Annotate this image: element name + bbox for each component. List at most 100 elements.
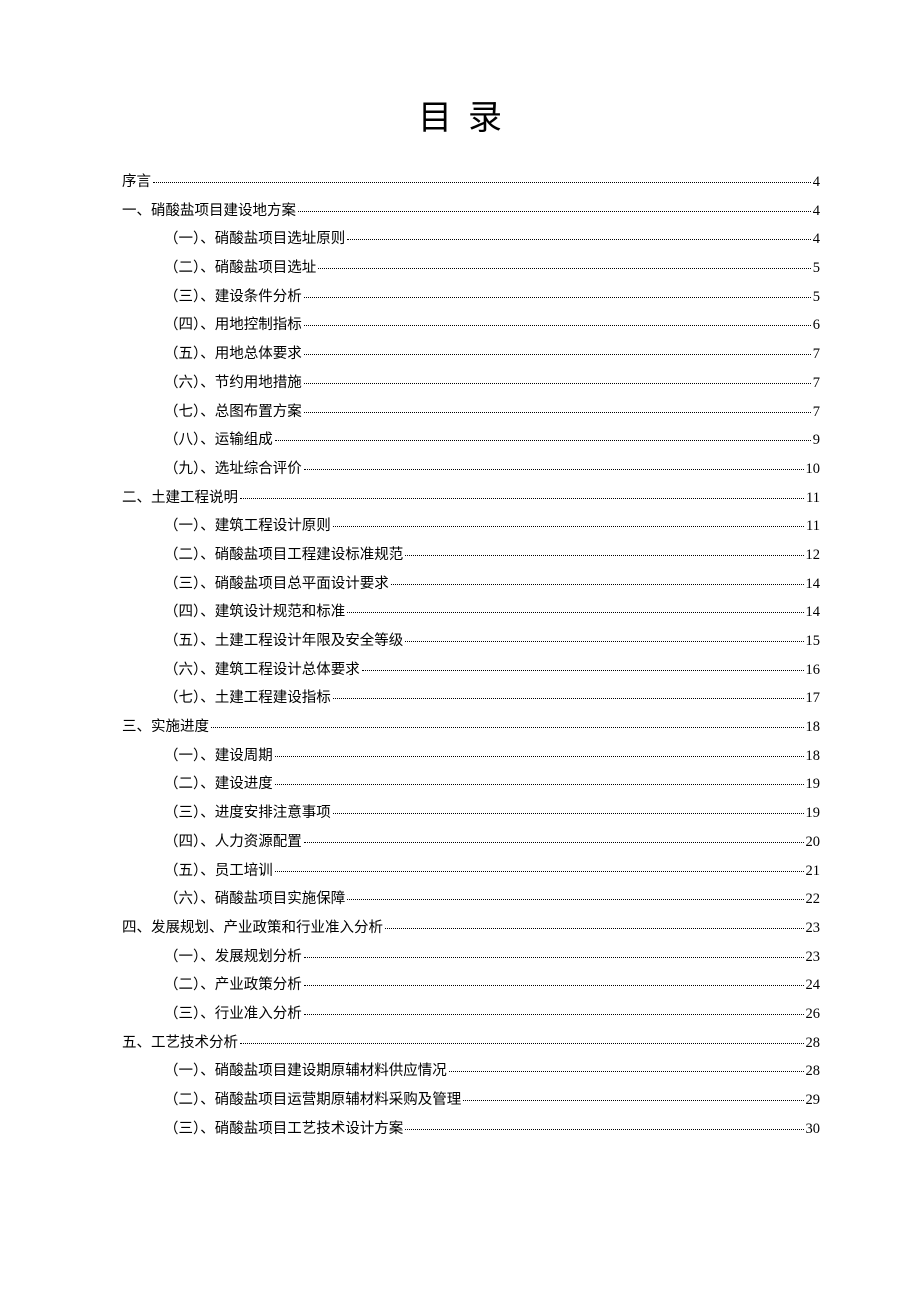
toc-entry: （六）、节约用地措施 7 (100, 376, 820, 391)
toc-entry-page: 19 (806, 806, 821, 821)
toc-leader-dots (304, 985, 804, 986)
toc-entry-page: 6 (813, 318, 820, 333)
toc-entry-page: 11 (806, 491, 820, 506)
toc-entry-page: 5 (813, 290, 820, 305)
toc-entry: （六）、建筑工程设计总体要求 16 (100, 663, 820, 678)
toc-entry-label: （六）、节约用地措施 (164, 376, 302, 391)
toc-entry-page: 19 (806, 777, 821, 792)
toc-leader-dots (391, 584, 804, 585)
toc-leader-dots (405, 1129, 803, 1130)
toc-entry-label: 五、工艺技术分析 (122, 1036, 238, 1051)
toc-leader-dots (304, 383, 811, 384)
toc-entry: （四）、用地控制指标 6 (100, 318, 820, 333)
toc-leader-dots (385, 928, 804, 929)
toc-entry-page: 20 (806, 835, 821, 850)
toc-entry: 四、发展规划、产业政策和行业准入分析23 (100, 921, 820, 936)
toc-entry-page: 22 (806, 892, 821, 907)
toc-entry-page: 7 (813, 376, 820, 391)
toc-entry-label: 一、硝酸盐项目建设地方案 (122, 204, 296, 219)
toc-entry-label: （一）、建筑工程设计原则 (164, 519, 331, 534)
toc-entry: （二）、产业政策分析 24 (100, 978, 820, 993)
toc-entry-page: 15 (806, 634, 821, 649)
toc-entry-page: 11 (806, 519, 820, 534)
toc-entry-label: 四、发展规划、产业政策和行业准入分析 (122, 921, 383, 936)
toc-entry-label: （四）、建筑设计规范和标准 (164, 605, 345, 620)
toc-entry: （一）、建筑工程设计原则 11 (100, 519, 820, 534)
toc-leader-dots (304, 297, 811, 298)
toc-entry-label: （三）、硝酸盐项目工艺技术设计方案 (164, 1122, 403, 1137)
toc-entry-label: （二）、硝酸盐项目运营期原辅材料采购及管理 (164, 1093, 461, 1108)
toc-entry: （一）、硝酸盐项目选址原则4 (100, 232, 820, 247)
toc-leader-dots (347, 239, 811, 240)
toc-leader-dots (240, 498, 804, 499)
toc-entry-page: 16 (806, 663, 821, 678)
toc-entry-label: （三）、进度安排注意事项 (164, 806, 331, 821)
toc-entry: （九）、选址综合评价 10 (100, 462, 820, 477)
toc-entry: （二）、硝酸盐项目工程建设标准规范 12 (100, 548, 820, 563)
toc-entry: （六）、硝酸盐项目实施保障22 (100, 892, 820, 907)
toc-entry-label: （三）、建设条件分析 (164, 290, 302, 305)
toc-leader-dots (304, 469, 804, 470)
toc-leader-dots (405, 555, 803, 556)
toc-leader-dots (304, 1014, 804, 1015)
toc-leader-dots (304, 325, 811, 326)
document-page: 目录 序言4 一、硝酸盐项目建设地方案 4 （一）、硝酸盐项目选址原则4 （二）、硝酸盐… (0, 0, 920, 1210)
toc-entry: 二、土建工程说明11 (100, 491, 820, 506)
toc-leader-dots (275, 784, 804, 785)
toc-entry: （二）、硝酸盐项目选址5 (100, 261, 820, 276)
toc-entry: 五、工艺技术分析28 (100, 1036, 820, 1051)
toc-entry: （七）、总图布置方案7 (100, 405, 820, 420)
toc-leader-dots (240, 1043, 804, 1044)
toc-entry-label: （一）、发展规划分析 (164, 950, 302, 965)
toc-entry-page: 12 (806, 548, 821, 563)
toc-entry: （三）、行业准入分析26 (100, 1007, 820, 1022)
toc-entry-label: 序言 (122, 175, 151, 190)
toc-entry-page: 23 (806, 950, 821, 965)
toc-entry: （三）、进度安排注意事项 19 (100, 806, 820, 821)
toc-entry-page: 10 (806, 462, 821, 477)
toc-leader-dots (318, 268, 811, 269)
toc-entry-label: （八）、运输组成 (164, 433, 273, 448)
toc-entry-label: （九）、选址综合评价 (164, 462, 302, 477)
toc-entry-label: （五）、用地总体要求 (164, 347, 302, 362)
toc-leader-dots (304, 354, 811, 355)
toc-leader-dots (333, 698, 804, 699)
toc-entry: （三）、硝酸盐项目工艺技术设计方案 30 (100, 1122, 820, 1137)
toc-entry-page: 28 (806, 1064, 821, 1079)
toc-title: 目录 (100, 90, 820, 139)
toc-entry-page: 7 (813, 347, 820, 362)
toc-leader-dots (347, 612, 803, 613)
toc-entry: （四）、人力资源配置20 (100, 835, 820, 850)
toc-entry-label: （二）、产业政策分析 (164, 978, 302, 993)
toc-entry: 序言4 (100, 175, 820, 190)
toc-entry-page: 4 (813, 204, 820, 219)
toc-entry-label: （六）、建筑工程设计总体要求 (164, 663, 360, 678)
toc-entry-page: 29 (806, 1093, 821, 1108)
toc-entry-page: 24 (806, 978, 821, 993)
toc-leader-dots (304, 412, 811, 413)
toc-entry: （五）、员工培训21 (100, 864, 820, 879)
toc-entry: （三）、硝酸盐项目总平面设计要求14 (100, 577, 820, 592)
toc-entry-page: 14 (806, 577, 821, 592)
toc-entry-label: （二）、硝酸盐项目工程建设标准规范 (164, 548, 403, 563)
toc-entry-page: 17 (806, 691, 821, 706)
toc-leader-dots (211, 727, 804, 728)
toc-entry: （四）、建筑设计规范和标准 14 (100, 605, 820, 620)
toc-entry-label: 三、实施进度 (122, 720, 209, 735)
toc-entry: （一）、硝酸盐项目建设期原辅材料供应情况28 (100, 1064, 820, 1079)
toc-entry-label: （三）、行业准入分析 (164, 1007, 302, 1022)
toc-entry-label: （五）、员工培训 (164, 864, 273, 879)
toc-leader-dots (304, 957, 804, 958)
toc-entry-label: （二）、建设进度 (164, 777, 273, 792)
toc-entry-label: （一）、硝酸盐项目选址原则 (164, 232, 345, 247)
toc-entry-label: （二）、硝酸盐项目选址 (164, 261, 316, 276)
toc-leader-dots (449, 1071, 804, 1072)
toc-entry-page: 14 (806, 605, 821, 620)
toc-entry: （五）、土建工程设计年限及安全等级15 (100, 634, 820, 649)
toc-leader-dots (362, 670, 804, 671)
toc-entry: （八）、运输组成9 (100, 433, 820, 448)
toc-entry-page: 30 (806, 1122, 821, 1137)
toc-entry: （五）、用地总体要求 7 (100, 347, 820, 362)
toc-leader-dots (463, 1100, 803, 1101)
toc-entry-label: （四）、用地控制指标 (164, 318, 302, 333)
